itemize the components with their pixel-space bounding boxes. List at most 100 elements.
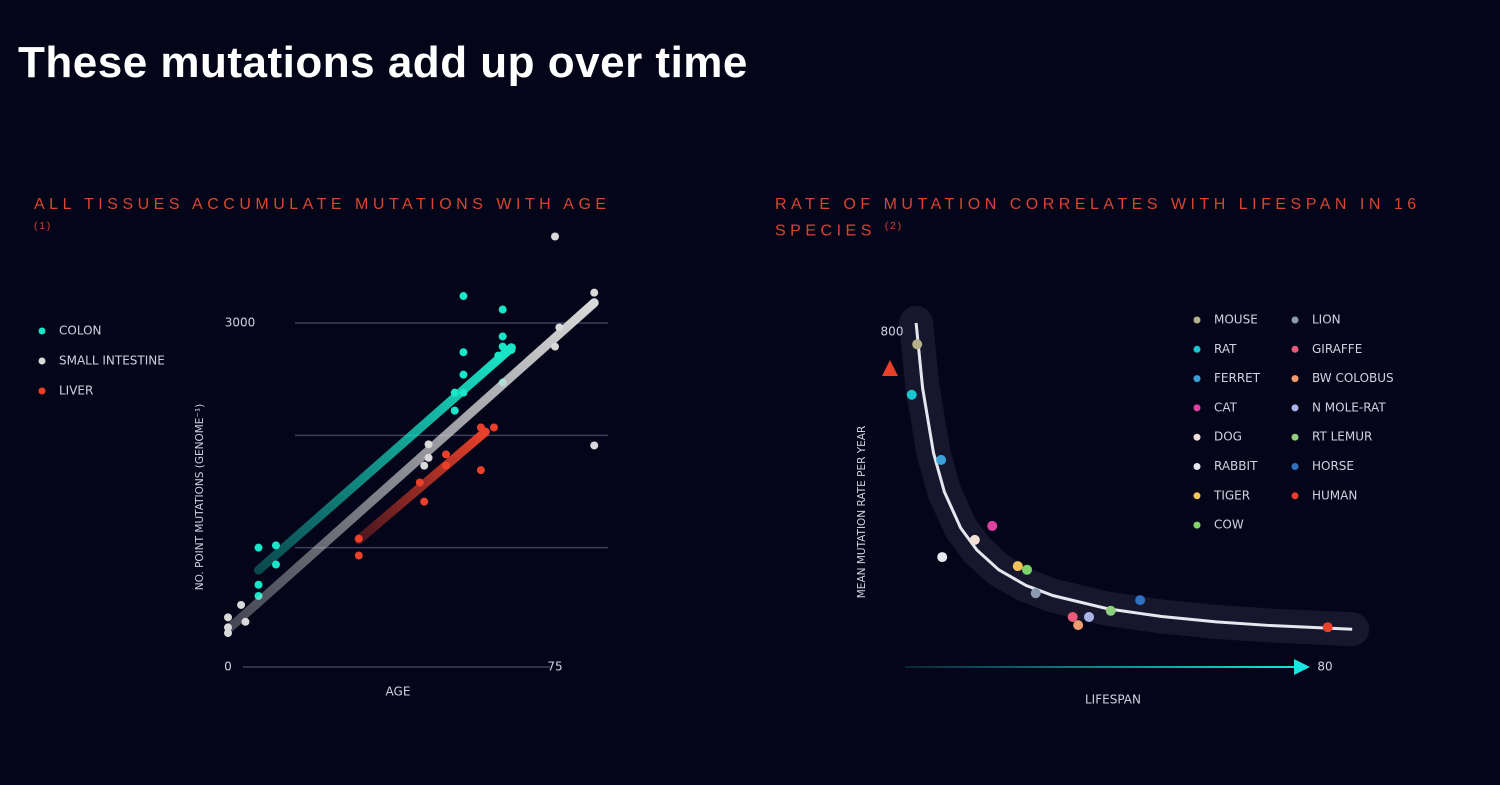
legend-marker xyxy=(38,387,46,395)
data-point xyxy=(420,461,429,470)
data-point xyxy=(1030,588,1041,599)
legend-marker xyxy=(1291,492,1299,500)
data-point xyxy=(489,423,498,432)
trend-line xyxy=(225,298,599,632)
data-point xyxy=(442,450,450,459)
data-point xyxy=(459,292,468,301)
data-point xyxy=(1084,611,1095,622)
data-point xyxy=(590,288,599,297)
x-tick-label: 75 xyxy=(547,660,562,674)
y-axis-label: NO. POINT MUTATIONS (GENOME⁻¹) xyxy=(194,404,206,591)
x-axis-label: AGE xyxy=(386,685,411,699)
data-point xyxy=(224,629,232,638)
chart-title: RATE OF MUTATION CORRELATES WITH LIFESPA… xyxy=(775,196,1421,240)
data-point xyxy=(555,323,564,332)
fit-curve xyxy=(914,322,1353,631)
data-point xyxy=(498,332,507,341)
data-point xyxy=(906,389,917,400)
legend-label: MOUSE xyxy=(1214,313,1258,327)
legend-label: COW xyxy=(1214,518,1244,532)
legend-marker xyxy=(1291,375,1299,383)
data-point xyxy=(459,388,468,397)
chart-title-box: RATE OF MUTATION CORRELATES WITH LIFESPA… xyxy=(775,194,1475,242)
data-point xyxy=(494,351,503,360)
chart-title-note: (1) xyxy=(34,221,53,232)
legend-marker xyxy=(1193,316,1201,324)
data-point xyxy=(450,406,459,415)
data-point xyxy=(551,342,559,351)
y-axis-label: MEAN MUTATION RATE PER YEAR xyxy=(856,426,868,599)
chart-title: ALL TISSUES ACCUMULATE MUTATIONS WITH AG… xyxy=(34,196,611,213)
legend-marker xyxy=(1291,316,1299,324)
legend-label: FERRET xyxy=(1214,371,1261,385)
legend-marker xyxy=(1291,404,1299,412)
data-point xyxy=(241,617,250,626)
legend-label: SMALL INTESTINE xyxy=(59,354,165,368)
legend-label: GIRAFFE xyxy=(1312,342,1362,356)
legend-marker xyxy=(1193,521,1201,529)
legend-label: LIVER xyxy=(59,384,93,398)
data-point xyxy=(1105,605,1116,616)
data-point xyxy=(1135,595,1146,606)
legend-label: CAT xyxy=(1214,400,1238,414)
data-point xyxy=(254,580,263,589)
legend-label: N MOLE-RAT xyxy=(1312,400,1386,414)
legend-marker xyxy=(1291,463,1299,470)
data-point xyxy=(498,342,507,351)
page-title: These mutations add up over time xyxy=(18,38,748,87)
data-point xyxy=(1022,564,1033,575)
data-point xyxy=(424,440,433,449)
data-point xyxy=(969,534,980,545)
data-point xyxy=(912,339,923,350)
data-point xyxy=(498,305,507,314)
data-point xyxy=(507,345,516,354)
legend-marker xyxy=(1193,345,1201,353)
data-point xyxy=(476,423,485,432)
data-point xyxy=(1067,611,1078,622)
legend-marker xyxy=(1193,492,1201,500)
legend-label: RAT xyxy=(1214,342,1237,356)
data-point xyxy=(459,370,468,379)
legend-marker xyxy=(1193,404,1201,412)
data-point xyxy=(424,453,433,462)
data-point xyxy=(254,543,263,552)
data-point xyxy=(590,441,599,450)
legend-label: HORSE xyxy=(1312,459,1354,473)
legend-marker xyxy=(38,357,46,365)
x-tick-label: 80 xyxy=(1317,660,1332,674)
legend-label: LION xyxy=(1312,313,1341,327)
x-axis-label: LIFESPAN xyxy=(1085,693,1141,707)
legend-label: BW COLOBUS xyxy=(1312,371,1394,385)
data-point xyxy=(224,613,232,622)
legend-label: RABBIT xyxy=(1214,459,1258,473)
data-point xyxy=(354,534,363,543)
data-point xyxy=(476,466,485,475)
legend-label: DOG xyxy=(1214,430,1242,444)
data-point xyxy=(459,348,468,357)
chart-title-box: ALL TISSUES ACCUMULATE MUTATIONS WITH AG… xyxy=(34,194,614,242)
legend-marker xyxy=(1291,433,1299,441)
legend-marker xyxy=(38,327,46,335)
x-tick-label: 0 xyxy=(224,660,232,674)
legend-marker xyxy=(1193,433,1201,441)
legend-label: TIGER xyxy=(1213,488,1250,502)
data-point xyxy=(450,388,459,397)
data-point xyxy=(1012,561,1023,572)
legend-label: HUMAN xyxy=(1312,488,1357,502)
data-point xyxy=(271,541,280,550)
data-point xyxy=(354,551,363,560)
data-point xyxy=(987,520,998,531)
data-point xyxy=(224,623,232,632)
data-point xyxy=(1073,620,1084,631)
y-tick-label: 800 xyxy=(881,325,904,339)
legend-marker xyxy=(1291,345,1299,353)
data-point xyxy=(415,478,424,487)
data-point xyxy=(237,600,246,609)
data-point xyxy=(937,552,948,563)
legend-label: RT LEMUR xyxy=(1312,430,1372,444)
data-point xyxy=(420,497,429,506)
trend-line xyxy=(354,427,490,545)
data-point xyxy=(442,461,450,470)
